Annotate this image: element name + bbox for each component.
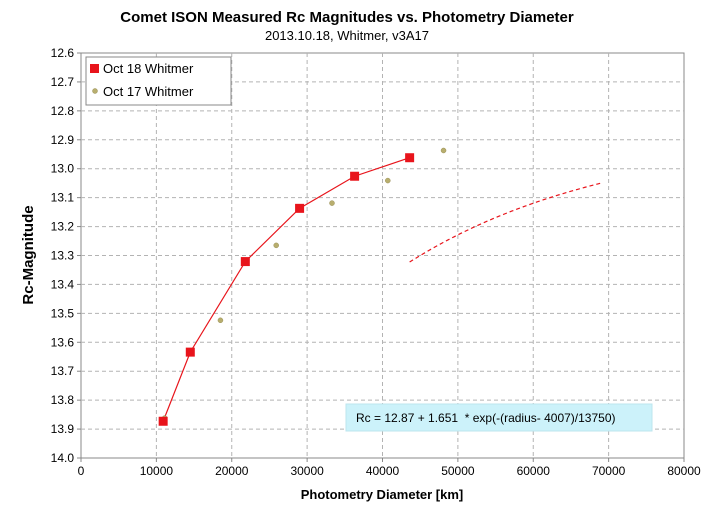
- fit-curve-group: [409, 182, 602, 263]
- x-tick-label: 30000: [290, 464, 324, 478]
- y-tick-label: 14.0: [51, 451, 75, 465]
- x-tick-label: 50000: [441, 464, 475, 478]
- series-line-0: [162, 157, 410, 422]
- data-point-oct17: [385, 177, 391, 184]
- y-tick-label: 13.6: [51, 335, 75, 349]
- y-tick-label: 13.0: [51, 162, 75, 176]
- x-tick-label: 40000: [366, 464, 400, 478]
- y-tick-label: 13.3: [51, 249, 75, 263]
- legend-marker-oct17: [92, 88, 98, 94]
- data-point-oct18: [295, 203, 305, 213]
- fit-curve: [409, 182, 602, 263]
- data-point-oct18: [158, 416, 168, 426]
- chart-subtitle: 2013.10.18, Whitmer, v3A17: [265, 28, 429, 43]
- data-point-oct17: [440, 147, 447, 154]
- grid: [81, 53, 684, 458]
- y-tick-label: 13.9: [51, 422, 75, 436]
- y-tick-label: 12.6: [51, 46, 75, 60]
- data-point-oct18: [240, 257, 250, 267]
- legend-label-oct18: Oct 18 Whitmer: [103, 61, 194, 76]
- x-tick-label: 20000: [215, 464, 249, 478]
- x-tick-label: 10000: [140, 464, 174, 478]
- y-tick-label: 12.9: [51, 133, 75, 147]
- legend-marker-oct18: [90, 64, 99, 73]
- x-tick-label: 0: [78, 464, 85, 478]
- y-tick-label: 12.7: [51, 75, 75, 89]
- y-tick-label: 13.5: [51, 306, 75, 320]
- data-point-oct17: [217, 317, 224, 324]
- y-tick-label: 13.1: [51, 191, 75, 205]
- x-tick-label: 80000: [667, 464, 701, 478]
- x-tick-label: 60000: [517, 464, 551, 478]
- chart-title: Comet ISON Measured Rc Magnitudes vs. Ph…: [120, 9, 574, 26]
- y-tick-label: 13.7: [51, 364, 75, 378]
- legend-box: [85, 56, 232, 106]
- data-point-oct18: [185, 347, 195, 357]
- y-tick-label: 13.4: [51, 277, 75, 291]
- y-axis-ticks: 12.6 12.7 12.8 12.9 13.0 13.1 13.2 13.3 13.4 13.5…: [51, 46, 81, 465]
- y-tick-label: 13.2: [51, 220, 75, 234]
- series-group: [158, 147, 447, 426]
- x-tick-label: 70000: [592, 464, 626, 478]
- annotation-box: Rc = 12.87 + 1.651 * exp(-(radius- 4007)…: [345, 403, 653, 432]
- data-point-oct17: [329, 200, 335, 206]
- y-tick-label: 12.8: [51, 104, 75, 118]
- plot-area-group: 0 10000 20000 30000 40000 50000 60000 70000 8000…: [51, 46, 701, 478]
- y-axis-label: Rc-Magnitude: [20, 205, 37, 304]
- y-tick-label: 13.8: [51, 393, 75, 407]
- legend: Oct 18 Whitmer Oct 17 Whitmer: [85, 56, 232, 106]
- annotation-background: [345, 403, 653, 432]
- annotation-text: Rc = 12.87 + 1.651 * exp(-(radius- 4007)…: [356, 411, 616, 425]
- data-point-oct17: [273, 242, 279, 249]
- x-axis-label: Photometry Diameter [km]: [301, 487, 464, 502]
- data-point-oct18: [405, 153, 415, 163]
- legend-label-oct17: Oct 17 Whitmer: [103, 84, 194, 99]
- x-axis-ticks: 0 10000 20000 30000 40000 50000 60000 70000 8000…: [78, 458, 701, 478]
- data-point-oct18: [350, 171, 360, 181]
